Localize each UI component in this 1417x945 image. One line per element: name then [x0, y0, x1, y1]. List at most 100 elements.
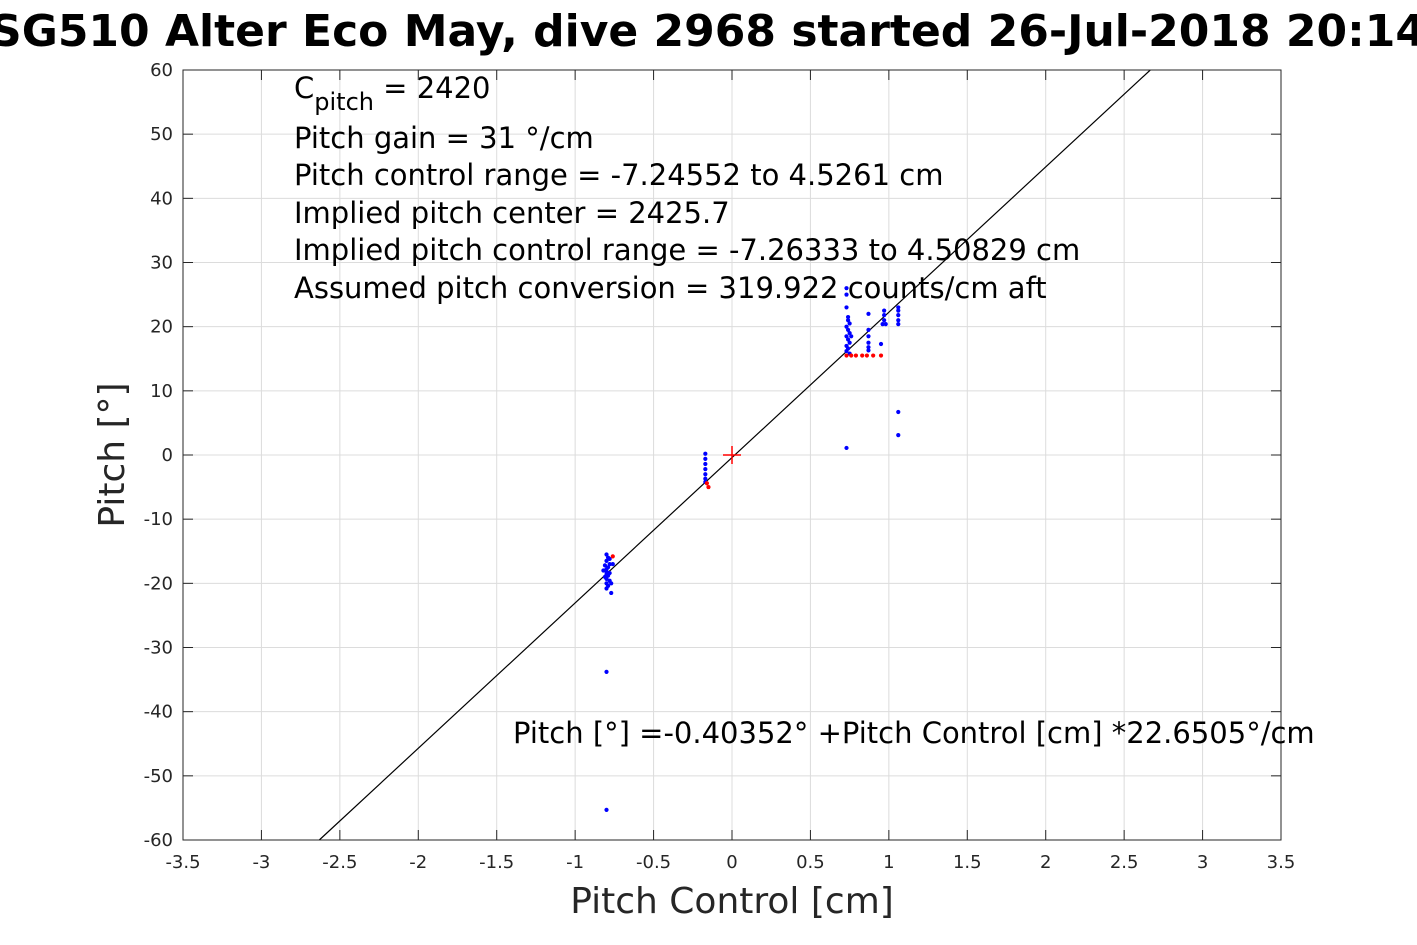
x-tick-label: 3.5: [1267, 852, 1296, 873]
x-tick-label: -0.5: [636, 852, 671, 873]
data-point: [860, 353, 865, 358]
data-point: [883, 322, 888, 327]
data-point: [880, 322, 885, 327]
data-point: [853, 353, 859, 358]
data-point: [605, 573, 611, 578]
data-point: [604, 552, 609, 557]
x-tick-label: 1.5: [953, 852, 982, 873]
y-tick-label: 60: [150, 60, 173, 81]
tick-layer: -3.5 -3 -2.5 -2 -1.5 -1 -0.5 0 0.5 1 1.5 2 2.5 3 3.5 -6…: [144, 60, 1296, 873]
data-point: [601, 568, 606, 573]
data-point: [844, 305, 849, 310]
x-tick-label: 0: [726, 852, 737, 873]
data-point: [866, 334, 871, 339]
x-tick-label: 0.5: [796, 852, 825, 873]
data-point: [604, 558, 609, 563]
y-tick-label: 30: [150, 253, 173, 274]
data-point: [866, 340, 871, 345]
data-point: [607, 561, 612, 567]
data-point: [604, 669, 609, 674]
data-point: [849, 353, 854, 358]
data-point: [844, 334, 849, 339]
x-tick-label: -1.5: [479, 852, 514, 873]
data-point: [844, 324, 849, 329]
data-point: [896, 308, 901, 313]
x-tick-label: 2.5: [1110, 852, 1139, 873]
x-tick-label: 3: [1197, 852, 1208, 873]
data-point: [896, 433, 901, 438]
data-point: [896, 313, 901, 318]
data-point: [704, 481, 710, 486]
data-point: [844, 353, 849, 358]
y-tick-label: -50: [144, 766, 173, 787]
data-point: [849, 334, 854, 339]
y-tick-label: -60: [144, 830, 173, 851]
data-point: [610, 561, 615, 567]
data-point: [847, 330, 852, 336]
data-point: [882, 318, 887, 323]
data-point: [845, 337, 851, 342]
x-tick-label: 2: [1040, 852, 1051, 873]
y-tick-label: 40: [150, 188, 173, 209]
data-point: [866, 311, 871, 316]
x-tick-label: -2: [409, 852, 427, 873]
x-tick-label: 1: [883, 852, 894, 873]
annotation-implied-control-range: Implied pitch control range = -7.26333 t…: [294, 233, 1080, 267]
data-point: [602, 563, 608, 568]
data-point: [703, 461, 708, 467]
data-point: [896, 318, 901, 323]
data-point: [871, 353, 876, 358]
y-axis-label: Pitch [°]: [92, 382, 133, 527]
x-tick-label: -3.5: [165, 852, 200, 873]
data-point: [703, 472, 708, 477]
data-point: [896, 409, 901, 415]
data-point: [882, 308, 887, 313]
x-tick-label: -3: [252, 852, 270, 873]
c-pitch-prefix: C: [294, 71, 314, 105]
data-point: [610, 554, 615, 559]
data-point: [847, 321, 852, 326]
annotation-pitch-control-range: Pitch control range = -7.24552 to 4.5261…: [294, 158, 943, 192]
c-pitch-value: = 2420: [374, 71, 491, 105]
y-tick-label: -20: [144, 573, 173, 594]
data-point: [882, 313, 887, 318]
data-point: [866, 345, 871, 350]
y-tick-label: 0: [162, 445, 173, 466]
data-point: [864, 353, 869, 358]
data-point: [878, 353, 884, 358]
y-tick-label: 10: [150, 381, 173, 402]
data-point: [844, 348, 849, 354]
data-point: [866, 327, 871, 332]
data-point: [896, 322, 901, 327]
data-point: [844, 445, 849, 451]
data-point: [706, 484, 711, 490]
data-point: [609, 581, 614, 586]
data-point: [845, 314, 851, 320]
x-axis-label: Pitch Control [cm]: [570, 881, 894, 922]
series-1: [610, 353, 884, 559]
y-tick-label: 20: [150, 317, 173, 338]
annotation-pitch-conversion: Assumed pitch conversion = 319.922 count…: [294, 271, 1047, 305]
data-point: [703, 451, 708, 456]
y-tick-label: -10: [144, 509, 173, 530]
marker-layer: [723, 446, 741, 464]
data-point: [847, 340, 852, 345]
data-point: [604, 576, 609, 581]
fit-equation-annotation: Pitch [°] =-0.40352° +Pitch Control [cm]…: [513, 716, 1315, 750]
data-point: [604, 807, 609, 812]
data-point: [845, 327, 851, 332]
y-tick-label: -30: [144, 638, 173, 659]
chart-title: SG510 Alter Eco May, dive 2968 started 2…: [0, 6, 1417, 57]
c-pitch-subscript: pitch: [314, 88, 374, 116]
points-layer: [601, 286, 901, 812]
data-point: [609, 590, 614, 596]
data-point: [703, 476, 708, 481]
c-pitch-annotation: Cpitch = 2420: [294, 71, 491, 116]
data-point: [604, 586, 609, 591]
data-point: [845, 318, 851, 323]
data-point: [703, 456, 708, 461]
x-tick-label: -1: [566, 852, 584, 873]
annotation-implied-pitch-center: Implied pitch center = 2425.7: [294, 196, 730, 230]
x-tick-label: -2.5: [322, 852, 357, 873]
